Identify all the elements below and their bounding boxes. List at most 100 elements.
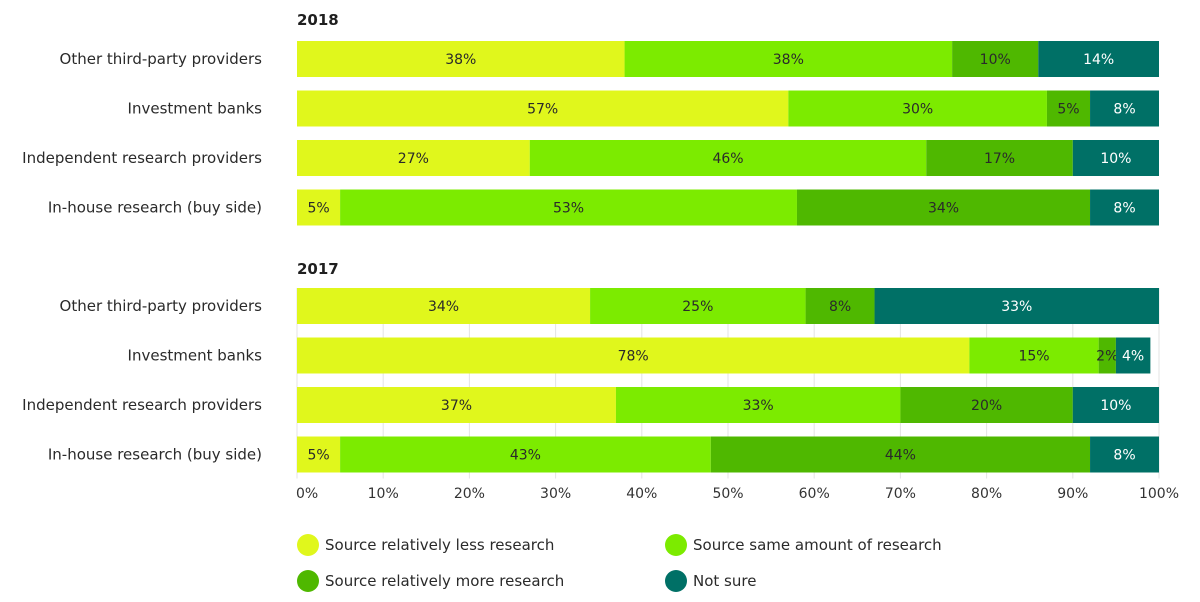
data-label: 2% <box>1096 349 1118 365</box>
category-label: Independent research providers <box>22 149 262 167</box>
category-label: Other third-party providers <box>60 297 263 315</box>
data-label: 8% <box>1113 201 1135 217</box>
category-label: Independent research providers <box>22 396 262 414</box>
bar-segment-source-relatively-more-research <box>710 436 1091 473</box>
x-tick-label: 90% <box>1057 486 1088 502</box>
legend-label: Source relatively more research <box>325 572 565 590</box>
data-label: 15% <box>1018 349 1049 365</box>
legend-label: Source same amount of research <box>693 536 942 554</box>
x-tick-label: 60% <box>799 486 830 502</box>
bar-segment-not-sure <box>1090 189 1159 226</box>
x-tick-label: 20% <box>454 486 485 502</box>
bar-segment-not-sure <box>1115 337 1151 374</box>
legend-swatch-same <box>665 534 687 556</box>
panel-title: 2017 <box>297 260 339 278</box>
bar-segment-source-same-amount-of-research <box>340 436 711 473</box>
x-axis: 0% 10% 20% 30% 40% 50% 60% 70% 80% 90% 100% <box>296 486 1179 502</box>
legend-item-same: Source same amount of research <box>665 534 942 556</box>
legend-item-more: Source relatively more research <box>297 570 564 592</box>
bar-segment-source-same-amount-of-research <box>529 140 927 176</box>
bar-segment-source-same-amount-of-research <box>624 41 953 77</box>
category-label: In-house research (buy side) <box>48 446 262 464</box>
data-label: 57% <box>527 102 558 118</box>
legend-label: Source relatively less research <box>325 536 555 554</box>
panel-2017: 2017 Other third-party providers 34% 25% 8% 3… <box>22 260 1159 473</box>
data-label: 38% <box>445 52 476 68</box>
data-label: 46% <box>712 151 743 167</box>
bar-segment-not-sure <box>1038 41 1159 77</box>
data-label: 5% <box>1057 102 1079 118</box>
bar-segment-source-relatively-more-research <box>1098 337 1116 374</box>
bar-segment-source-relatively-more-research <box>805 288 875 324</box>
data-label: 14% <box>1083 52 1114 68</box>
bar-segment-source-relatively-less-research <box>297 41 625 77</box>
legend-item-not-sure: Not sure <box>665 570 756 592</box>
data-label: 34% <box>928 201 959 217</box>
bar-segment-source-relatively-more-research <box>796 189 1091 226</box>
data-label: 17% <box>984 151 1015 167</box>
bar-segment-source-relatively-less-research <box>297 288 591 324</box>
bar-segment-source-same-amount-of-research <box>340 189 797 226</box>
x-tick-label: 30% <box>540 486 571 502</box>
x-tick-label: 40% <box>626 486 657 502</box>
data-label: 10% <box>1100 398 1131 414</box>
legend-item-less: Source relatively less research <box>297 534 554 556</box>
category-label: Other third-party providers <box>60 50 263 68</box>
bar-segment-source-relatively-more-research <box>952 41 1039 77</box>
data-label: 10% <box>1100 151 1131 167</box>
x-tick-label: 80% <box>971 486 1002 502</box>
bar-segment-source-relatively-less-research <box>297 387 616 423</box>
legend-swatch-not-sure <box>665 570 687 592</box>
data-label: 25% <box>682 299 713 315</box>
x-tick-label: 100% <box>1139 486 1179 502</box>
bar-segment-not-sure <box>1072 387 1159 423</box>
data-label: 37% <box>441 398 472 414</box>
bar-segment-source-same-amount-of-research <box>615 387 901 423</box>
data-label: 33% <box>743 398 774 414</box>
data-label: 5% <box>307 201 329 217</box>
data-label: 78% <box>618 349 649 365</box>
data-label: 34% <box>428 299 459 315</box>
x-tick-label: 0% <box>296 486 318 502</box>
bar-segment-source-relatively-less-research <box>297 337 970 374</box>
data-label: 4% <box>1122 349 1144 365</box>
bar-segment-not-sure <box>1090 90 1159 127</box>
bar-segment-source-same-amount-of-research <box>590 288 806 324</box>
x-tick-label: 10% <box>368 486 399 502</box>
data-label: 27% <box>398 151 429 167</box>
data-label: 8% <box>829 299 851 315</box>
legend-label: Not sure <box>693 572 757 590</box>
legend-swatch-more <box>297 570 319 592</box>
bar-segment-source-relatively-less-research <box>297 140 530 176</box>
data-label: 33% <box>1001 299 1032 315</box>
bar-segment-not-sure <box>1090 436 1159 473</box>
data-label: 20% <box>971 398 1002 414</box>
category-label: Investment banks <box>128 347 263 365</box>
data-label: 8% <box>1113 448 1135 464</box>
x-tick-label: 70% <box>885 486 916 502</box>
panel-2018: 2018 Other third-party providers 38% 38% 10%… <box>22 11 1159 226</box>
data-label: 38% <box>773 52 804 68</box>
bar-segment-source-relatively-more-research <box>926 140 1073 176</box>
bar-segment-not-sure <box>1072 140 1159 176</box>
bar-segment-source-relatively-more-research <box>900 387 1073 423</box>
bar-segment-source-relatively-less-research <box>297 90 789 127</box>
data-label: 43% <box>510 448 541 464</box>
data-label: 8% <box>1113 102 1135 118</box>
category-label: In-house research (buy side) <box>48 199 262 217</box>
data-label: 44% <box>885 448 916 464</box>
bar-segment-source-relatively-more-research <box>1046 90 1091 127</box>
data-label: 53% <box>553 201 584 217</box>
bar-segment-source-same-amount-of-research <box>788 90 1047 127</box>
data-label: 30% <box>902 102 933 118</box>
panel-title: 2018 <box>297 11 339 29</box>
category-label: Investment banks <box>128 100 263 118</box>
bar-segment-not-sure <box>874 288 1159 324</box>
bar-segment-source-same-amount-of-research <box>969 337 1099 374</box>
bar-segment-source-relatively-less-research <box>297 189 341 226</box>
data-label: 5% <box>307 448 329 464</box>
legend-swatch-less <box>297 534 319 556</box>
x-tick-label: 50% <box>712 486 743 502</box>
bar-segment-source-relatively-less-research <box>297 436 341 473</box>
